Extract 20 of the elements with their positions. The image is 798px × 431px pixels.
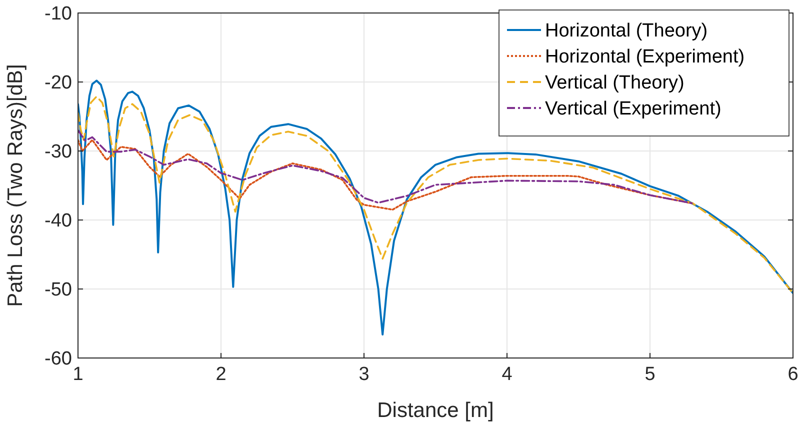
legend-label: Horizontal (Experiment) xyxy=(545,46,745,68)
line-series xyxy=(78,129,694,204)
y-tick-label: -40 xyxy=(44,210,72,232)
y-axis-title: Path Loss (Two Rays)[dB] xyxy=(4,64,27,307)
x-axis-title: Distance [m] xyxy=(377,399,494,422)
x-tick-label: 6 xyxy=(788,364,798,385)
y-tick-label: -20 xyxy=(44,72,72,94)
x-tick-label: 4 xyxy=(502,364,513,385)
y-tick-label: -50 xyxy=(44,280,72,301)
legend-label: Vertical (Theory) xyxy=(545,72,684,94)
y-tick-label: -30 xyxy=(44,142,72,163)
y-tick-label: -60 xyxy=(44,348,72,370)
x-tick-label: 2 xyxy=(216,364,226,385)
legend-label: Horizontal (Theory) xyxy=(545,20,708,42)
x-tick-label: 1 xyxy=(72,364,84,385)
legend-label: Vertical (Experiment) xyxy=(545,98,722,120)
x-tick-label: 5 xyxy=(644,364,656,385)
x-tick-label: 3 xyxy=(358,364,370,385)
y-tick-label: -10 xyxy=(44,4,72,25)
line-series xyxy=(78,96,793,294)
